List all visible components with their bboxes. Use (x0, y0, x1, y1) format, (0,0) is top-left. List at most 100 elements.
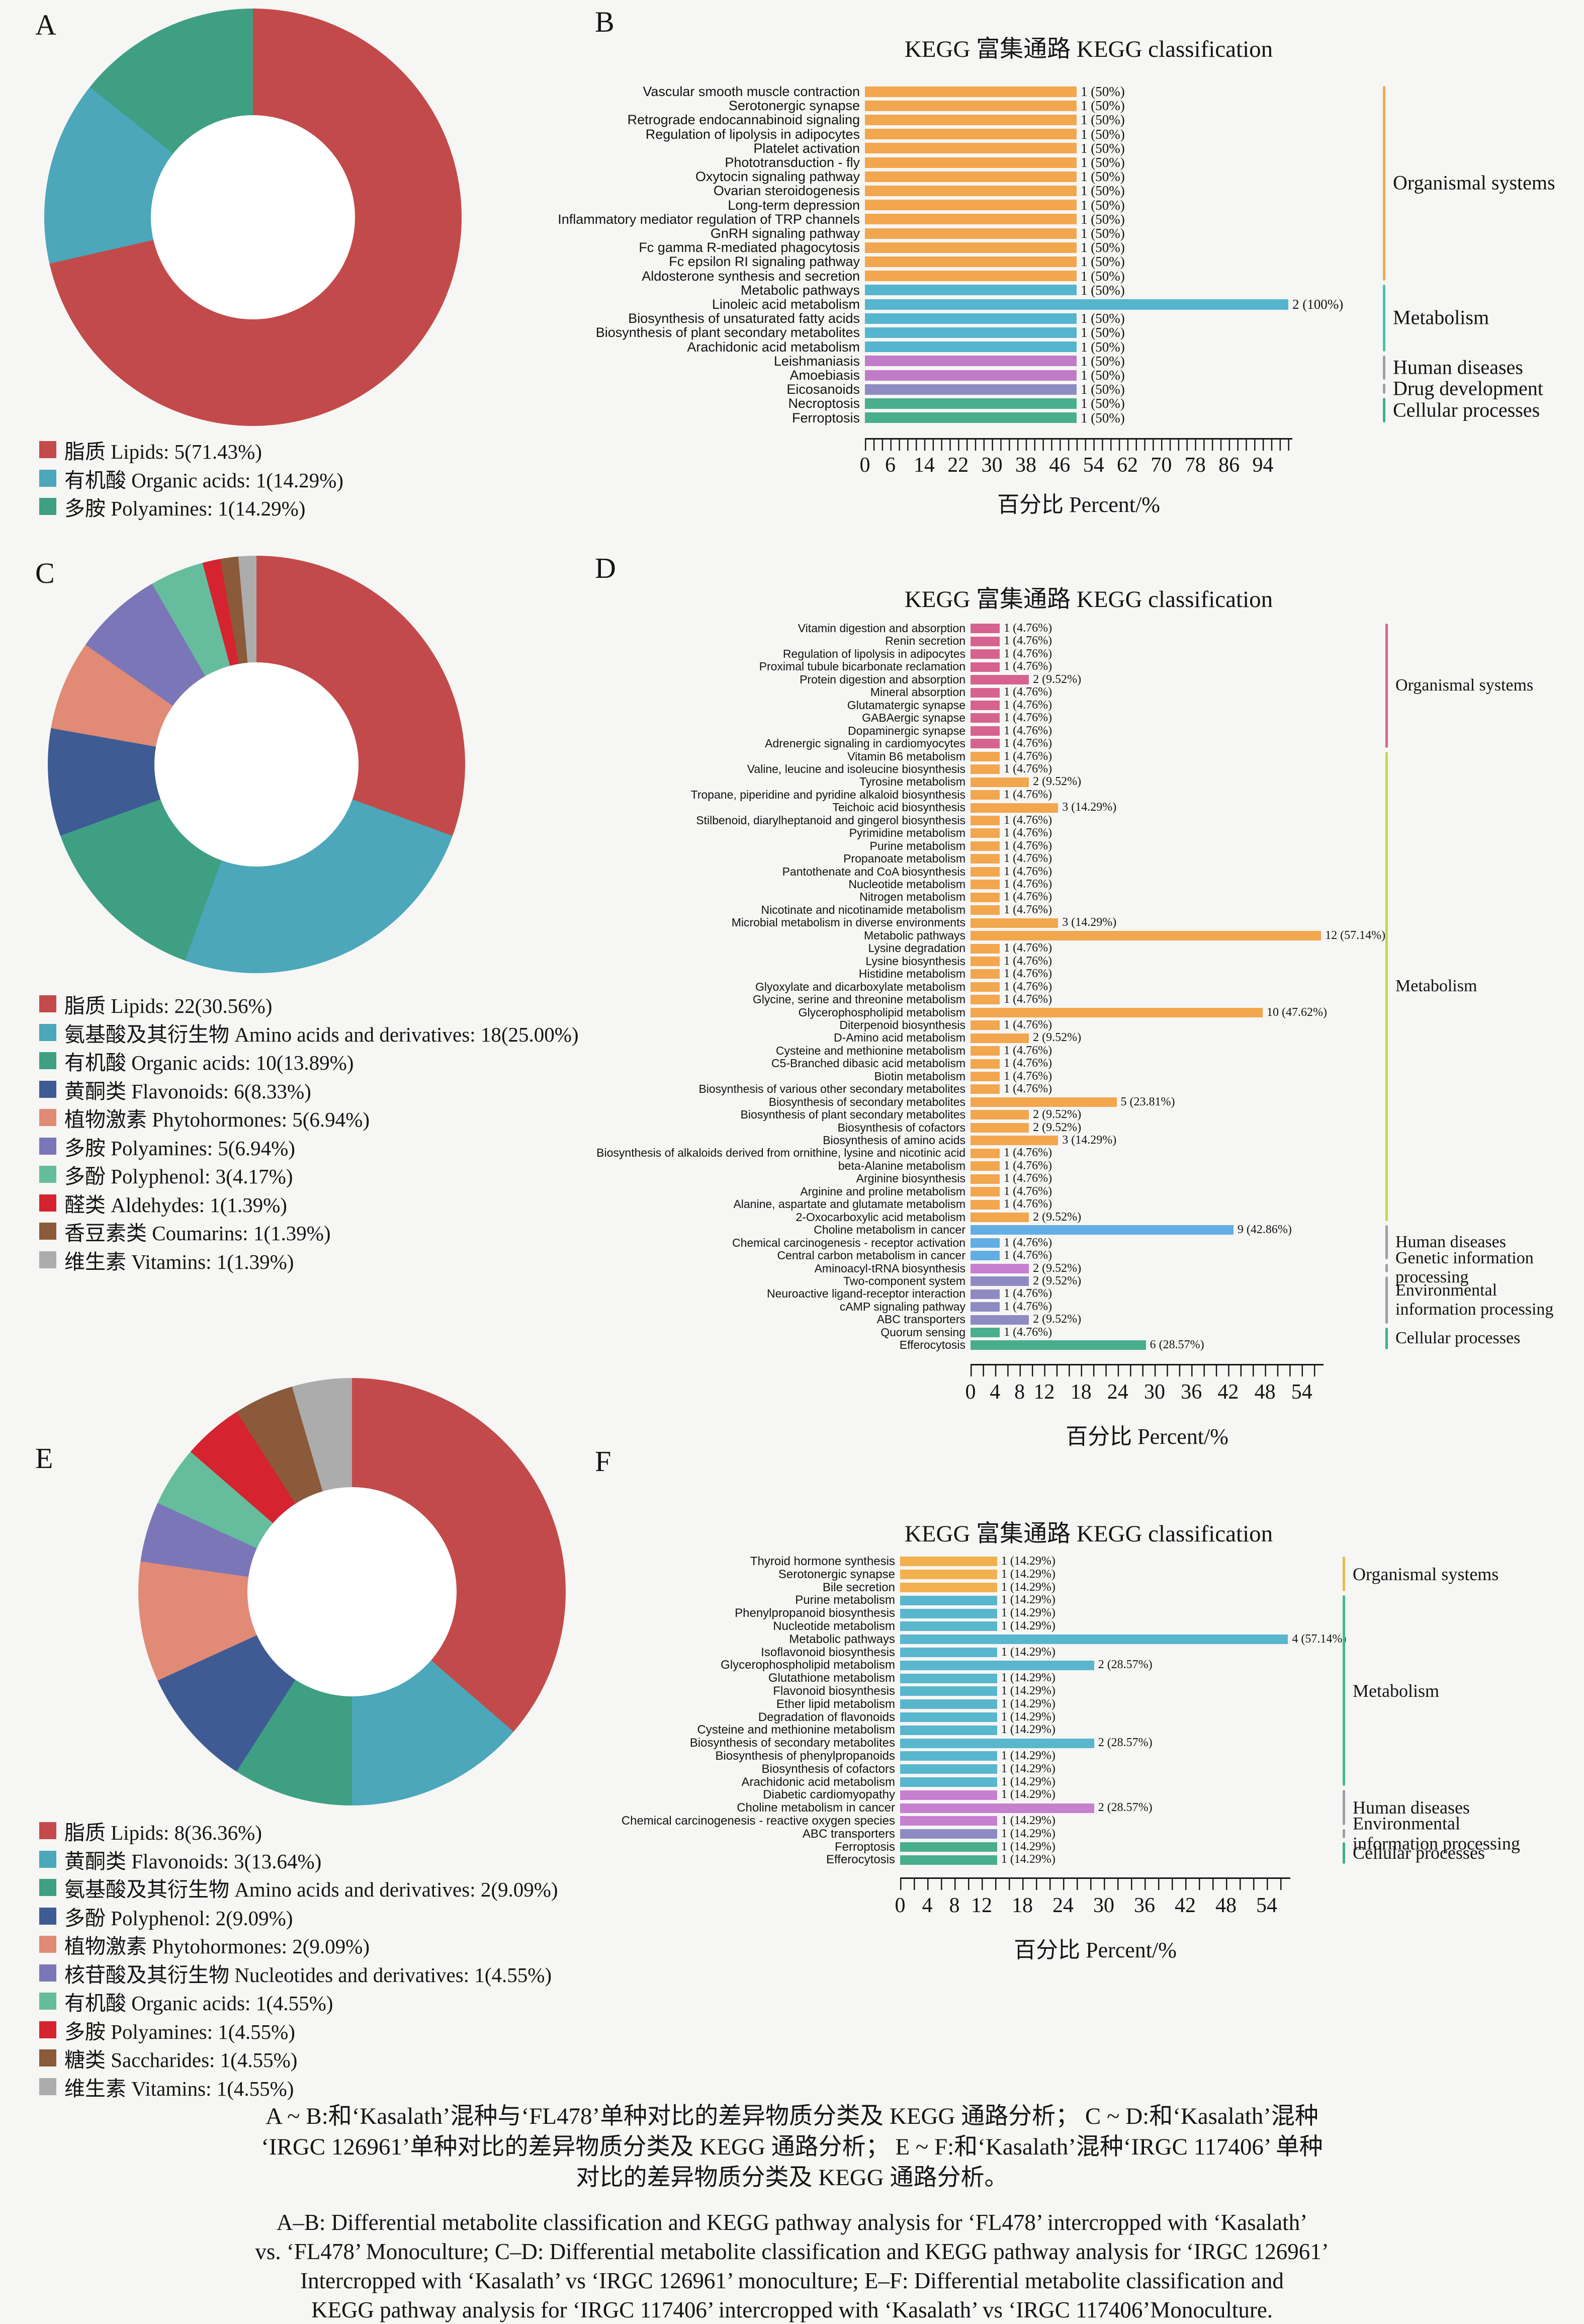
bar-label: Vitamin B6 metabolism (593, 750, 965, 763)
bar-label: Chemical carcinogenesis - receptor activ… (593, 1236, 965, 1249)
axis-tick-label: 18 (1070, 1380, 1092, 1404)
bar-label: Leishmaniasis (593, 354, 860, 368)
bar-label-text: Vitamin B6 metabolism (847, 749, 965, 763)
bar-value: 3 (14.29%) (1062, 801, 1117, 814)
legend-swatch (39, 469, 56, 487)
bar (900, 1803, 1094, 1813)
axis-tick-label: 4 (990, 1380, 1001, 1404)
bar-label-text: Chemical carcinogenesis - receptor activ… (732, 1236, 965, 1249)
bar (971, 1174, 1000, 1184)
bar-label: Efferocytosis (593, 1853, 895, 1866)
axis-tick-label: 78 (1184, 453, 1206, 477)
bar-label-text: Microbial metabolism in diverse environm… (731, 916, 965, 929)
bar-label: Lysine degradation (593, 941, 965, 955)
category-label: Human diseases (1395, 1233, 1507, 1252)
bar-label-text: Glycerophospholipid metabolism (798, 1005, 965, 1019)
bar-value: 1 (4.76%) (1004, 941, 1052, 955)
bar (865, 129, 1077, 140)
bar-value: 1 (50%) (1081, 140, 1125, 156)
legend-swatch (39, 2078, 56, 2095)
legend-swatch (39, 1879, 56, 1897)
legend-item: 核苷酸及其衍生物 Nucleotides and derivatives: 1(… (39, 1959, 558, 1988)
category-label: Human diseases (1353, 1797, 1470, 1818)
category-bracket (1385, 1263, 1388, 1272)
bar-label-text: Glyoxylate and dicarboxylate metabolism (755, 980, 965, 993)
bar-label-text: Renin secretion (885, 634, 965, 648)
bar (971, 867, 1000, 877)
bar (865, 256, 1077, 267)
bar-label: Arachidonic acid metabolism (593, 1775, 895, 1789)
bar-value: 2 (100%) (1292, 297, 1344, 312)
bar-label-text: Vascular smooth muscle contraction (643, 84, 860, 99)
bar-value: 1 (4.76%) (1004, 1172, 1052, 1185)
bar-label: Dopaminergic synapse (593, 724, 965, 737)
category-bracket (1383, 398, 1385, 422)
bar (900, 1621, 997, 1631)
bar-label-text: 2-Oxocarboxylic acid metabolism (796, 1210, 965, 1224)
legend-label: 多酚 Polyphenol: 3(4.17%) (64, 1165, 293, 1188)
bar-label: GABAergic synapse (593, 711, 965, 724)
bar-value: 1 (14.29%) (1001, 1619, 1055, 1632)
bar-label: Flavonoid biosynthesis (593, 1685, 895, 1698)
legend-label: 多胺 Polyamines: 1(14.29%) (64, 497, 306, 521)
bar-label-text: Mineral absorption (870, 685, 965, 699)
bar-value: 1 (4.76%) (1004, 878, 1052, 891)
bar-label-text: Biosynthesis of alkaloids derived from o… (596, 1146, 965, 1160)
panel-c-donut-chart (48, 556, 465, 973)
bar-value: 1 (4.76%) (1004, 762, 1052, 776)
category-bracket (1383, 355, 1385, 380)
axis-tick-label: 8 (949, 1894, 960, 1918)
bar-value: 2 (9.52%) (1033, 1031, 1082, 1045)
bar-label-text: C5-Branched dibasic acid metabolism (771, 1057, 965, 1070)
bar-label: Efferocytosis (593, 1338, 965, 1351)
bar-value: 1 (14.29%) (1001, 1723, 1055, 1737)
bar (971, 1238, 1000, 1248)
bar-label: Eicosanoids (593, 382, 860, 396)
bar (900, 1686, 997, 1696)
bar-value: 1 (4.76%) (1004, 954, 1052, 968)
bar-value: 2 (9.52%) (1033, 1210, 1082, 1224)
bar-label: Fc gamma R-mediated phagocytosis (593, 240, 860, 254)
axis-tick-label: 22 (947, 453, 969, 477)
legend-item: 有机酸 Organic acids: 10(13.89%) (39, 1047, 579, 1075)
bar (971, 1161, 1000, 1171)
bar-value: 1 (4.76%) (1004, 1184, 1052, 1198)
axis-tick-label: 30 (981, 453, 1003, 477)
axis-tick-label: 54 (1083, 453, 1104, 477)
bar (971, 751, 1000, 761)
bar-label-text: Biosynthesis of plant secondary metaboli… (740, 1108, 965, 1122)
bar (865, 200, 1077, 211)
bar (971, 726, 1000, 736)
bar-label-text: Regulation of lipolysis in adipocytes (782, 647, 965, 660)
panel-label-e: E (35, 1442, 53, 1475)
bar-label: Propanoate metabolism (593, 852, 965, 865)
bar-label-text: Stilbenoid, diarylheptanoid and gingerol… (696, 813, 965, 827)
category-label: Drug development (1393, 377, 1543, 400)
legend-swatch (39, 2049, 56, 2067)
bar-label-text: Biosynthesis of various other secondary … (698, 1082, 965, 1096)
bar-label-text: ABC transporters (802, 1827, 895, 1841)
caption-cn-line2: ‘IRGC 126961’单种对比的差异物质分类及 KEGG 通路分析； E ~… (261, 2134, 1323, 2160)
bar-label-text: Ferroptosis (791, 410, 860, 425)
bar-label: Serotonergic synapse (593, 1568, 895, 1581)
bar (971, 854, 1000, 864)
bar (971, 1315, 1029, 1325)
category-bracket (1383, 284, 1385, 352)
bar (971, 969, 1000, 979)
bar-label-text: Quorum sensing (881, 1325, 965, 1339)
legend-label: 黄酮类 Flavonoids: 6(8.33%) (64, 1079, 311, 1103)
bar-label-text: Platelet activation (753, 140, 860, 156)
category-label: Metabolism (1353, 1680, 1439, 1701)
bar-label: Biosynthesis of cofactors (593, 1762, 895, 1776)
bar-label: cAMP signaling pathway (593, 1300, 965, 1313)
bar (865, 100, 1077, 111)
bar-value: 1 (14.29%) (1001, 1775, 1055, 1788)
legend-item: 植物激素 Phytohormones: 2(9.09%) (39, 1930, 558, 1959)
bar (971, 1263, 1029, 1273)
bar-label: Two-component system (593, 1274, 965, 1287)
legend-label: 植物激素 Phytohormones: 5(6.94%) (64, 1108, 370, 1132)
bar-label-text: Neuroactive ligand-receptor interaction (766, 1287, 965, 1301)
bar-value: 3 (14.29%) (1062, 1134, 1117, 1147)
category-bracket (1385, 1327, 1388, 1349)
